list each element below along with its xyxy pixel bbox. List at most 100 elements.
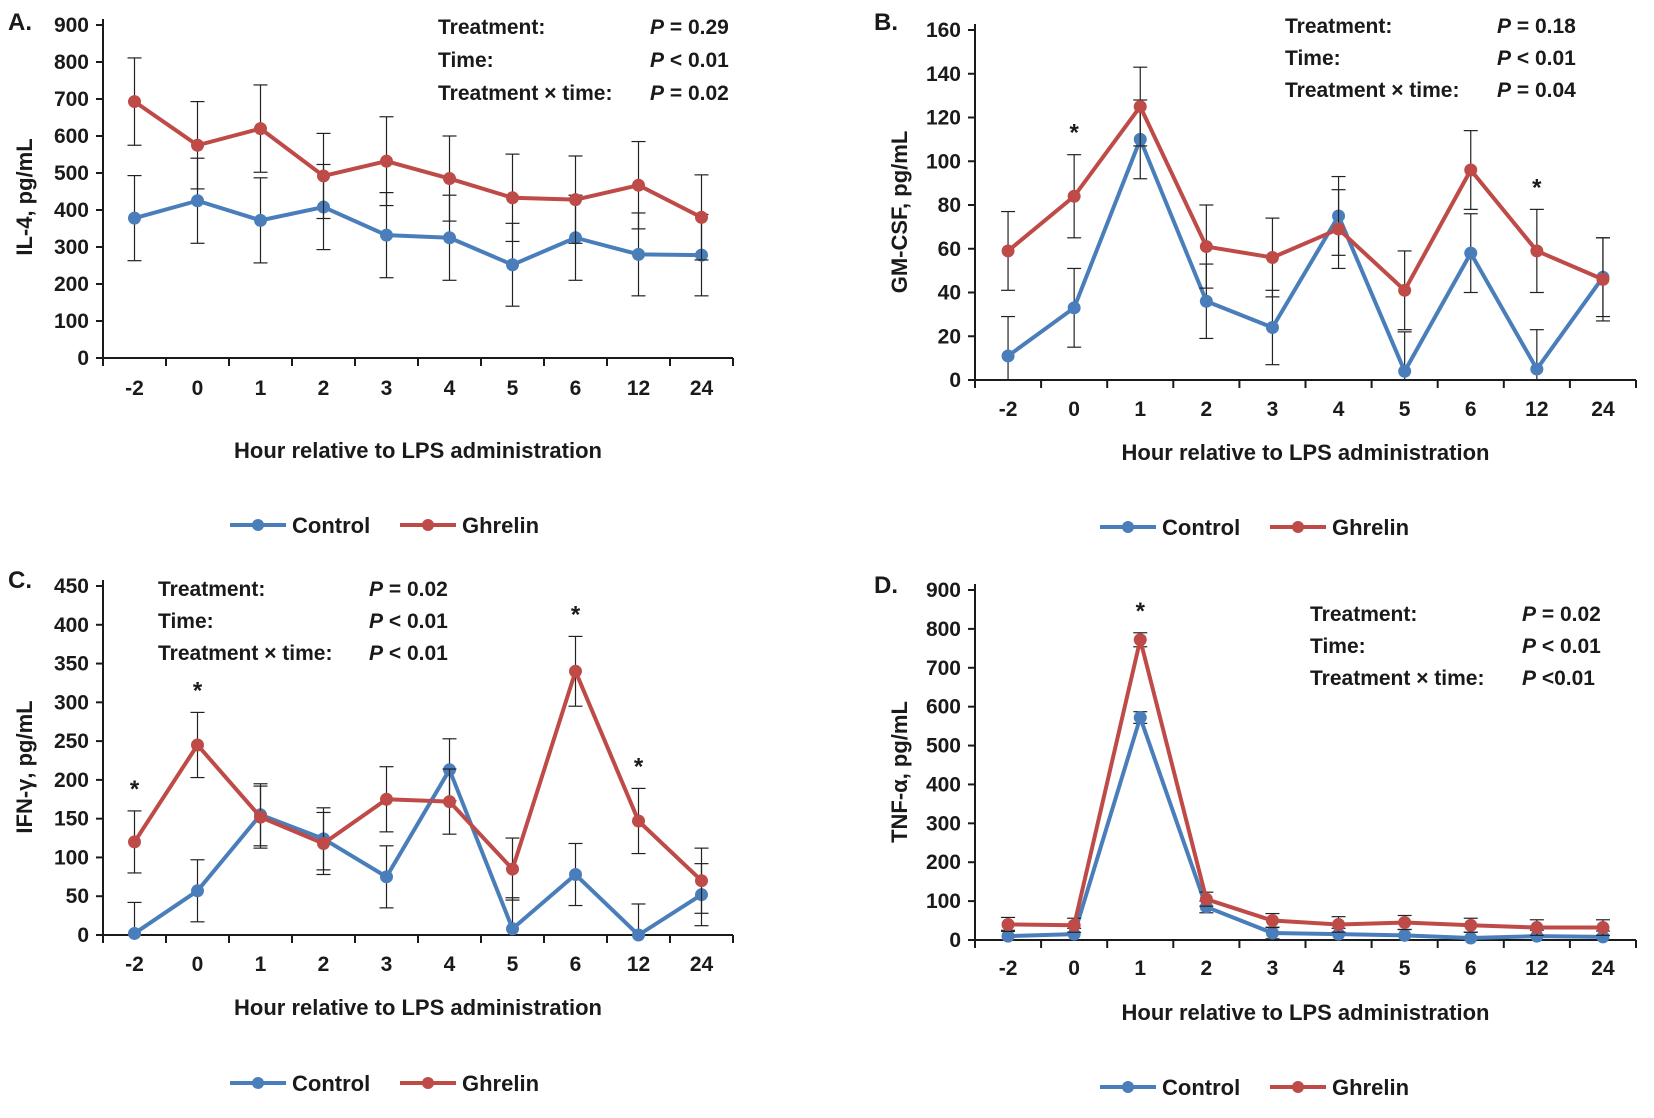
- x-tick-label: 0: [192, 377, 204, 400]
- data-point: [128, 95, 141, 109]
- data-point: [632, 178, 645, 192]
- significance-asterisk: *: [1532, 174, 1542, 201]
- x-tick-label: 0: [192, 953, 204, 976]
- stat-label: Time:: [1310, 635, 1366, 658]
- y-tick-label: 300: [54, 236, 89, 259]
- data-point: [1464, 246, 1478, 260]
- significance-asterisk: *: [1136, 598, 1146, 625]
- data-point: [1001, 917, 1015, 931]
- stat-label: Treatment × time:: [1310, 667, 1484, 690]
- series-line: [1008, 637, 1603, 930]
- y-tick-label: 900: [926, 579, 961, 602]
- data-point: [1398, 928, 1412, 942]
- data-point: [695, 210, 708, 224]
- x-tick-label: 0: [1068, 398, 1080, 421]
- x-tick-label: 2: [318, 953, 330, 976]
- y-tick-label: 450: [54, 575, 89, 598]
- stat-label: Time:: [158, 610, 214, 633]
- data-point: [191, 138, 204, 152]
- legend-label: Ghrelin: [462, 1071, 539, 1096]
- x-tick-label: 3: [381, 377, 393, 400]
- panel-label: A.: [8, 9, 32, 36]
- stat-value: P < 0.01: [1522, 635, 1601, 658]
- series-ghrelin: [1001, 632, 1610, 936]
- y-tick-label: 100: [54, 846, 89, 869]
- y-tick-label: 160: [926, 19, 961, 42]
- data-point: [191, 194, 204, 208]
- data-point: [695, 874, 708, 888]
- stat-label: Treatment × time:: [158, 642, 332, 665]
- data-point: [1332, 917, 1346, 931]
- series-line: [133, 99, 703, 220]
- x-tick-label: 24: [1591, 398, 1615, 421]
- legend-item-ghrelin: Ghrelin: [400, 513, 539, 538]
- data-point: [569, 193, 582, 207]
- x-tick-label: 2: [1201, 957, 1213, 980]
- x-tick-label: 12: [627, 953, 650, 976]
- data-point: [128, 211, 141, 225]
- x-tick-label: 3: [381, 953, 393, 976]
- legend-item-control: Control: [1100, 1075, 1240, 1100]
- data-point: [380, 154, 393, 168]
- stat-value: P < 0.01: [650, 49, 729, 72]
- data-point: [1199, 294, 1213, 308]
- y-tick-label: 50: [66, 885, 89, 908]
- data-point: [1530, 362, 1544, 376]
- stat-value: P = 0.04: [1497, 79, 1576, 102]
- stat-value: P = 0.02: [369, 578, 448, 601]
- y-tick-label: 700: [926, 657, 961, 680]
- x-axis-title: Hour relative to LPS administration: [234, 438, 602, 463]
- x-tick-label: 6: [1465, 957, 1477, 980]
- data-point: [1265, 926, 1279, 940]
- series-line: [1006, 137, 1605, 374]
- series-line: [1007, 715, 1603, 941]
- y-tick-label: 400: [54, 614, 89, 637]
- data-point: [1133, 100, 1147, 114]
- y-tick-label: 40: [938, 282, 961, 305]
- stat-label: Treatment:: [1285, 15, 1392, 38]
- y-tick-label: 80: [938, 194, 961, 217]
- legend-marker: [1122, 1081, 1134, 1093]
- legend-label: Ghrelin: [1332, 515, 1409, 540]
- y-tick-label: 20: [938, 325, 961, 348]
- stat-label: Treatment:: [158, 578, 265, 601]
- significance-asterisk: *: [571, 601, 581, 628]
- legend-label: Control: [1162, 1075, 1240, 1100]
- legend-marker: [252, 1077, 264, 1089]
- legend-marker: [422, 519, 434, 531]
- x-tick-label: 12: [627, 377, 650, 400]
- data-point: [254, 122, 267, 136]
- y-tick-label: 0: [77, 924, 89, 947]
- stat-label: Treatment:: [438, 16, 545, 39]
- stat-label: Time:: [1285, 47, 1341, 70]
- x-tick-label: 4: [444, 377, 456, 400]
- y-tick-label: 350: [54, 653, 89, 676]
- legend-marker: [1122, 521, 1134, 533]
- data-point: [254, 213, 267, 227]
- y-tick-label: 250: [54, 730, 89, 753]
- data-point: [1596, 921, 1610, 935]
- x-tick-label: -2: [999, 957, 1018, 980]
- legend-item-ghrelin: Ghrelin: [1270, 1075, 1409, 1100]
- x-tick-label: 5: [1399, 957, 1411, 980]
- data-point: [1398, 916, 1412, 929]
- y-tick-label: 0: [77, 347, 89, 370]
- stat-label: Treatment:: [1310, 603, 1417, 626]
- data-point: [128, 926, 141, 940]
- series-ghrelin: [127, 635, 709, 914]
- legend-marker: [252, 519, 264, 531]
- y-tick-label: 200: [926, 851, 961, 874]
- data-point: [569, 868, 582, 882]
- y-tick-label: 800: [926, 618, 961, 641]
- series-line: [133, 198, 702, 267]
- x-tick-label: -2: [999, 398, 1018, 421]
- y-tick-label: 200: [54, 769, 89, 792]
- data-point: [632, 928, 645, 942]
- y-tick-label: 120: [926, 107, 961, 130]
- y-tick-label: 700: [54, 88, 89, 111]
- legend-label: Control: [1162, 515, 1240, 540]
- panel-label: B.: [874, 9, 898, 36]
